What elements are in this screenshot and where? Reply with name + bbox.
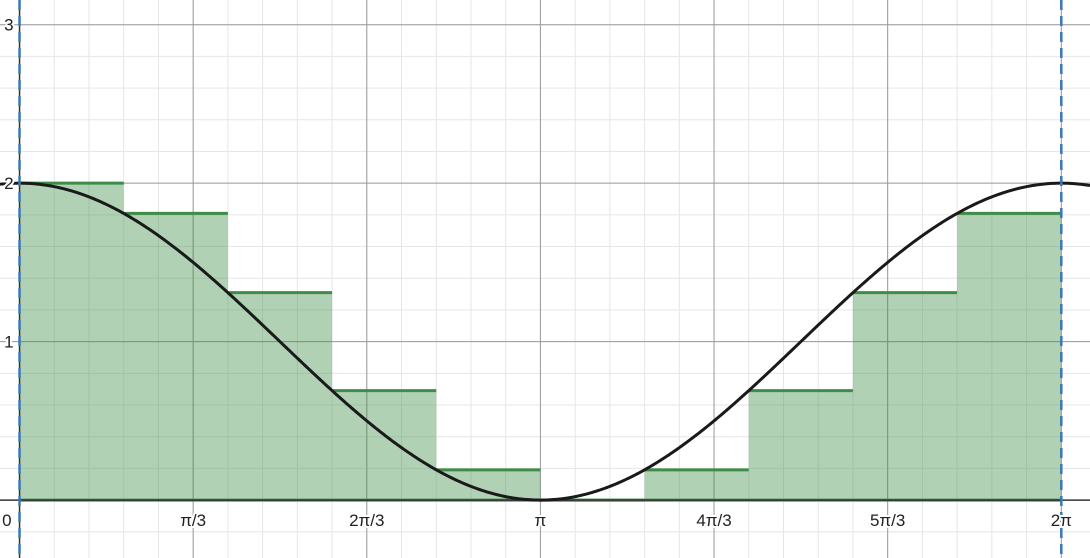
y-tick-label: 3 [4, 16, 13, 35]
riemann-rectangle [227, 292, 333, 501]
riemann-rectangle [123, 213, 228, 501]
x-tick-label: 2π/3 [349, 511, 384, 530]
riemann-rectangle [644, 469, 749, 501]
riemann-rectangle [436, 469, 541, 501]
y-tick-label: 1 [4, 333, 13, 352]
riemann-rectangle [957, 213, 1062, 501]
x-tick-label: 4π/3 [696, 511, 731, 530]
tick-labels: 0 π/3 2π/3 π 4π/3 5π/3 2π 1 2 3 [0, 14, 1074, 532]
riemann-rectangle-fills [19, 183, 1062, 501]
riemann-rectangle [748, 390, 853, 501]
x-tick-label: 0 [2, 511, 11, 530]
x-tick-label: 2π [1051, 511, 1072, 530]
boundary-lines [18, 0, 1063, 558]
riemann-rectangle [19, 183, 124, 501]
riemann-rectangle [332, 390, 437, 501]
x-tick-label: π/3 [180, 511, 206, 530]
x-tick-label: 5π/3 [870, 511, 905, 530]
function-curve-layer [0, 181, 1090, 502]
y-tick-label: 2 [4, 174, 13, 193]
function-curve [0, 181, 1090, 502]
riemann-rectangle [852, 292, 958, 501]
x-tick-label: π [535, 511, 547, 530]
